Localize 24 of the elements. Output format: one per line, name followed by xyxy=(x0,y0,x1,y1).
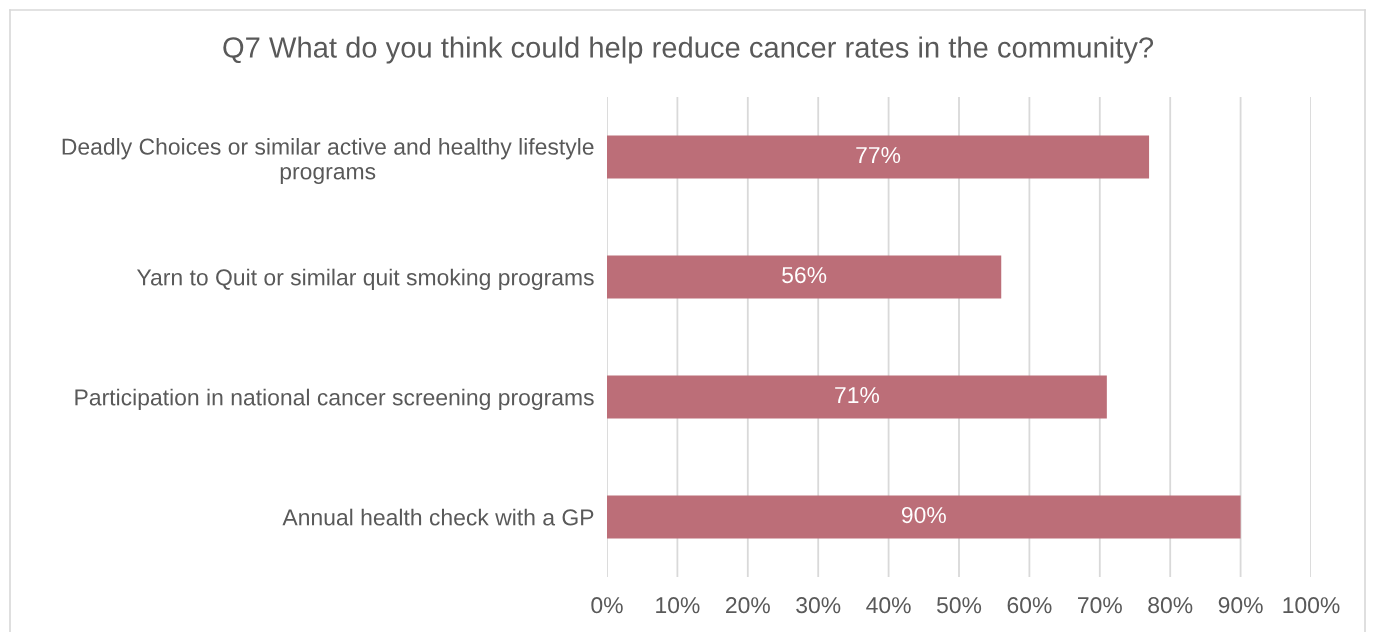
bar xyxy=(607,375,1107,419)
y-tick-label: Annual health check with a GP xyxy=(282,508,594,526)
y-tick-label: Participation in national cancer screening programs xyxy=(75,388,594,411)
x-tick-label: 60% xyxy=(1007,597,1052,614)
data-label: 90% xyxy=(901,506,946,524)
x-tick-label: 100% xyxy=(1283,597,1340,614)
bar xyxy=(607,135,1150,179)
data-label: 56% xyxy=(782,266,827,284)
data-label: 71% xyxy=(835,387,880,404)
bar xyxy=(607,495,1241,539)
x-tick-label: 30% xyxy=(796,597,841,614)
x-tick-label: 70% xyxy=(1078,597,1122,614)
x-tick-label: 10% xyxy=(656,597,700,614)
x-tick-label: 40% xyxy=(866,597,911,614)
x-tick-label: 0% xyxy=(591,597,623,614)
bar xyxy=(607,255,1002,299)
x-tick-label: 50% xyxy=(936,597,982,614)
x-tick-label: 20% xyxy=(726,597,770,614)
x-tick-label: 80% xyxy=(1148,597,1193,614)
chart-title: Q7 What do you think could help reduce cancer rates in the community? xyxy=(223,36,1154,64)
data-label: 77% xyxy=(856,147,901,164)
y-tick-label: Yarn to Quit or similar quit smoking programs xyxy=(136,268,594,291)
x-tick-label: 90% xyxy=(1218,597,1263,614)
y-tick-label: Deadly Choices or similar active and healthy lifestyle programs xyxy=(62,138,594,185)
